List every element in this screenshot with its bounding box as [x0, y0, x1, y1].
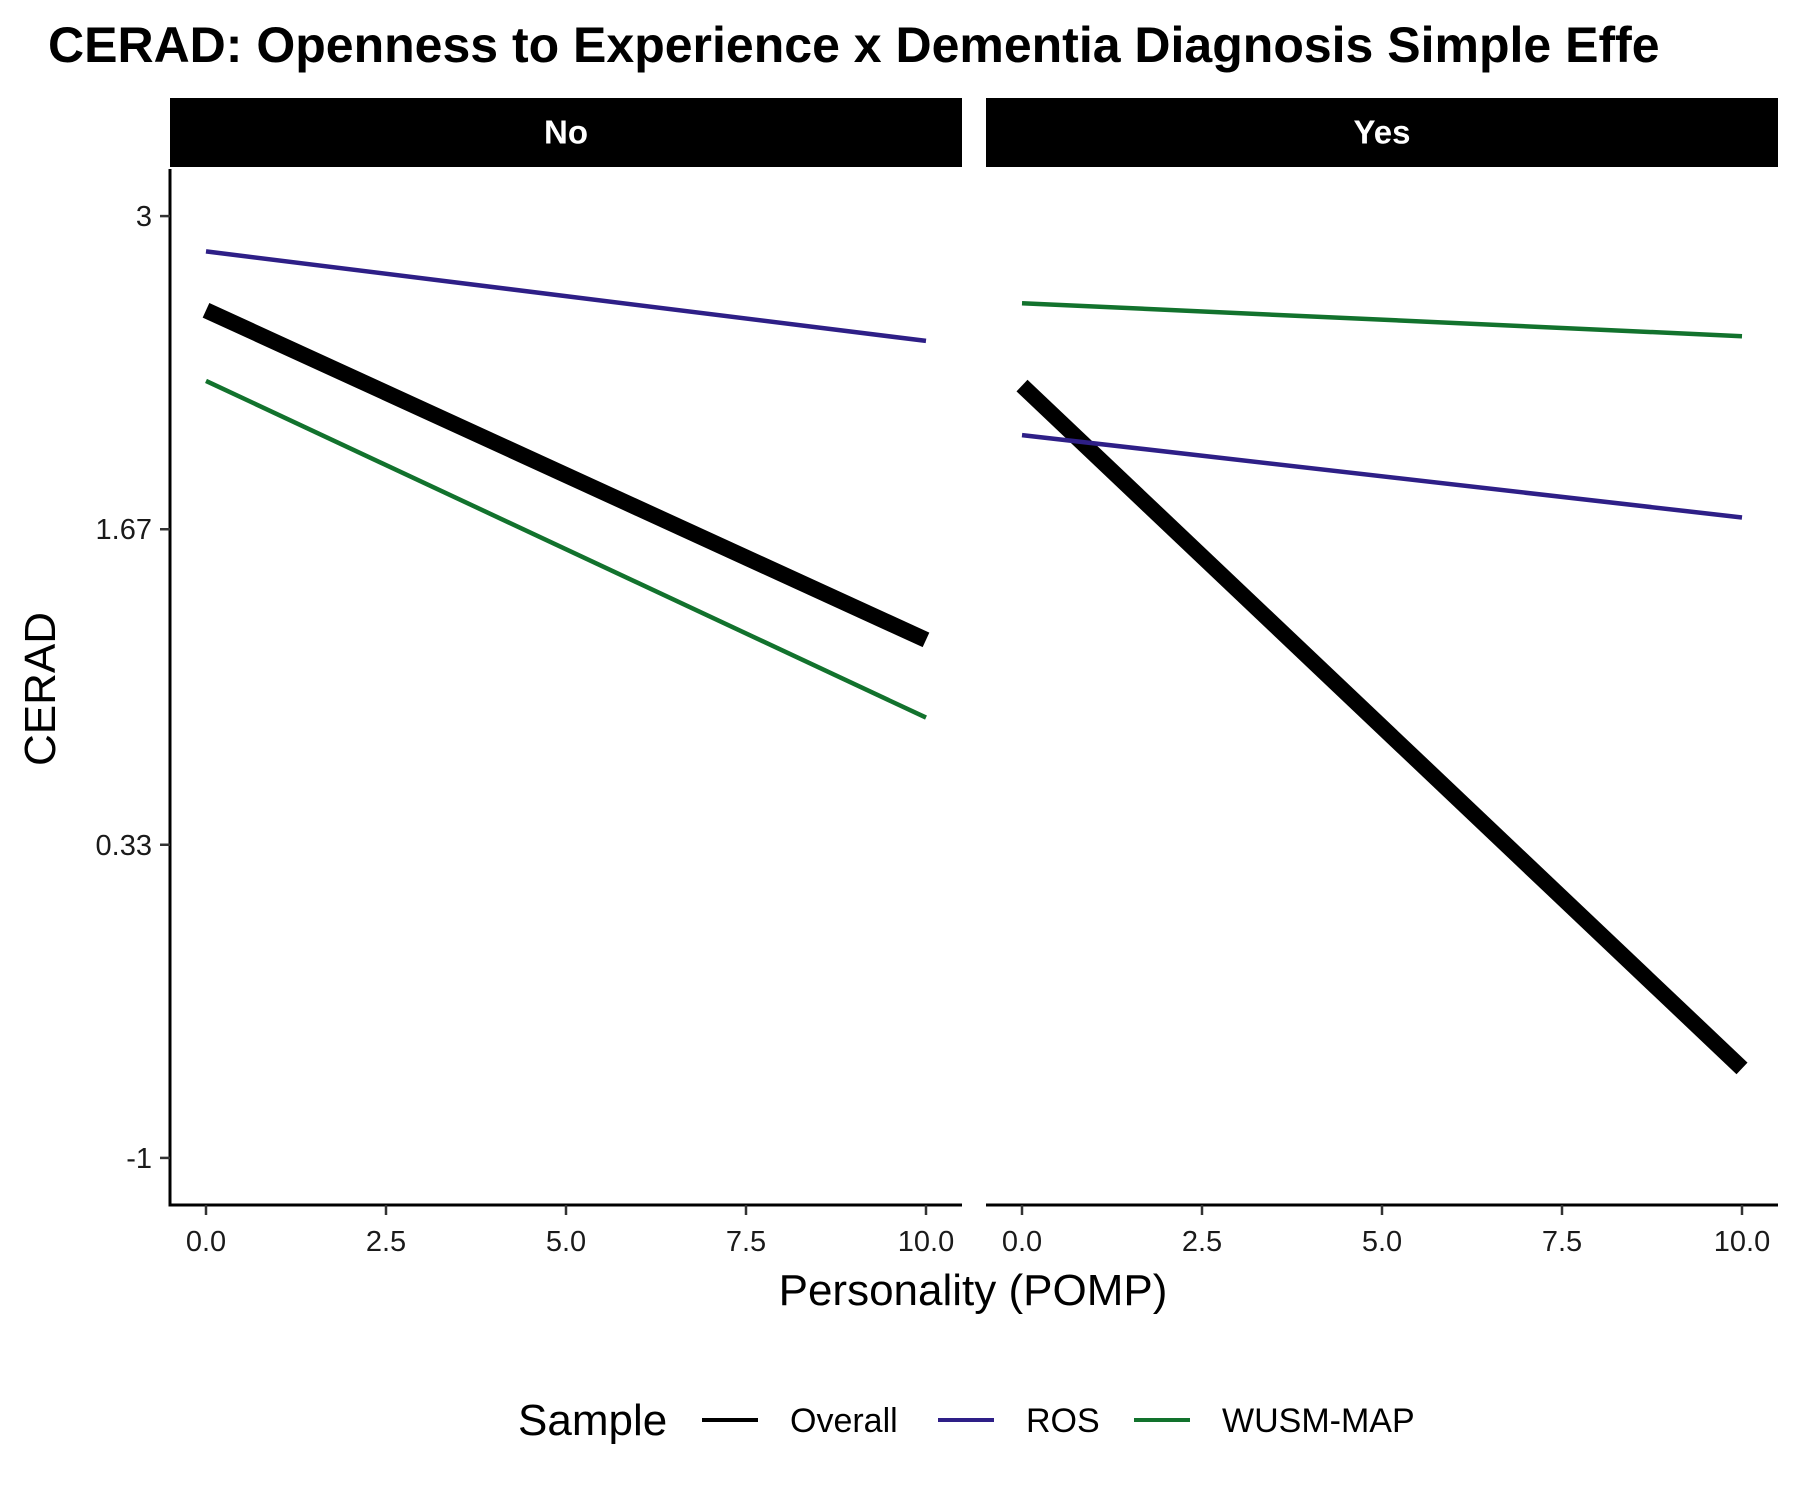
- x-tick-label: 0.0: [1002, 1226, 1042, 1258]
- x-tick-label: 5.0: [546, 1226, 586, 1258]
- facet-panels: No 0.0 2.5 5.0 7.5 10.0 3 1.67 0.33 -1 Yes 0.0 2.5 5.…: [96, 98, 1778, 1258]
- panel-no: No 0.0 2.5 5.0 7.5 10.0 3 1.67 0.33 -1: [96, 98, 962, 1258]
- chart-title: CERAD: Openness to Experience x Dementia…: [48, 17, 1660, 73]
- y-tick-label: 0.33: [96, 830, 152, 862]
- x-axis-title: Personality (POMP): [779, 1266, 1168, 1315]
- legend-label-wusm-map: WUSM-MAP: [1222, 1402, 1415, 1440]
- series-line-ros: [1021, 432, 1743, 520]
- x-tick-label: 0.0: [186, 1226, 226, 1258]
- legend-title: Sample: [518, 1396, 667, 1445]
- legend-label-overall: Overall: [790, 1402, 898, 1440]
- series-line-ros: [205, 249, 927, 344]
- y-axis-title: CERAD: [16, 612, 65, 766]
- facet-strip-label: No: [544, 114, 588, 151]
- x-tick-label: 10.0: [898, 1226, 954, 1258]
- x-tick-label: 2.5: [366, 1226, 406, 1258]
- x-tick-label: 2.5: [1182, 1226, 1222, 1258]
- x-tick-label: 7.5: [726, 1226, 766, 1258]
- legend: Sample Overall ROS WUSM-MAP: [518, 1396, 1415, 1445]
- x-tick-label: 7.5: [1542, 1226, 1582, 1258]
- series-line-wusm-map: [205, 378, 927, 720]
- panel-yes: Yes 0.0 2.5 5.0 7.5 10.0: [986, 98, 1778, 1258]
- y-tick-label: -1: [126, 1143, 152, 1175]
- legend-label-ros: ROS: [1026, 1402, 1100, 1440]
- facet-strip: [986, 98, 1778, 167]
- series-line-overall: [1016, 379, 1748, 1075]
- facet-strip-label: Yes: [1354, 114, 1411, 151]
- series-line-wusm-map: [1021, 300, 1743, 339]
- y-tick-label: 3: [136, 201, 152, 233]
- y-tick-label: 1.67: [96, 514, 152, 546]
- x-tick-label: 5.0: [1362, 1226, 1402, 1258]
- series-line-overall: [202, 303, 930, 648]
- facet-strip: [170, 98, 962, 167]
- x-tick-label: 10.0: [1714, 1226, 1770, 1258]
